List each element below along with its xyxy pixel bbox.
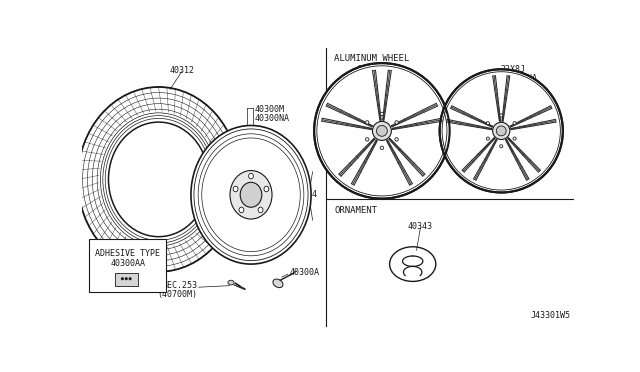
Text: 40300M: 40300M: [371, 74, 401, 83]
Polygon shape: [383, 70, 391, 120]
Polygon shape: [508, 138, 540, 172]
Circle shape: [365, 138, 369, 141]
Ellipse shape: [273, 279, 283, 288]
Text: (40700M): (40700M): [157, 290, 197, 299]
Circle shape: [440, 69, 563, 192]
Polygon shape: [389, 138, 425, 176]
Ellipse shape: [258, 207, 263, 213]
Polygon shape: [474, 139, 497, 180]
Ellipse shape: [230, 170, 272, 219]
Polygon shape: [462, 138, 495, 172]
Text: 40343: 40343: [408, 222, 433, 231]
Circle shape: [125, 277, 128, 280]
Circle shape: [513, 122, 516, 125]
Text: J43301W5: J43301W5: [531, 311, 570, 320]
FancyBboxPatch shape: [115, 273, 138, 286]
Circle shape: [395, 138, 398, 141]
Text: ORNAMENT: ORNAMENT: [334, 206, 377, 215]
Polygon shape: [502, 76, 510, 121]
Polygon shape: [447, 119, 492, 130]
Ellipse shape: [191, 125, 311, 264]
Polygon shape: [387, 140, 412, 185]
Ellipse shape: [264, 186, 269, 192]
Polygon shape: [392, 103, 438, 127]
Ellipse shape: [239, 207, 244, 213]
Circle shape: [372, 121, 392, 140]
Text: 40300HA: 40300HA: [503, 74, 538, 83]
Circle shape: [380, 112, 383, 116]
Polygon shape: [392, 118, 442, 129]
Circle shape: [513, 137, 516, 140]
Text: SEC.253: SEC.253: [162, 281, 197, 290]
Circle shape: [500, 114, 503, 117]
Text: 40300M: 40300M: [255, 105, 285, 114]
Ellipse shape: [248, 173, 253, 179]
Circle shape: [129, 277, 132, 280]
Text: 40300A: 40300A: [289, 268, 319, 277]
Text: 20X8J: 20X8J: [358, 65, 383, 74]
Polygon shape: [372, 70, 381, 120]
Circle shape: [380, 146, 383, 150]
Circle shape: [497, 126, 506, 136]
Polygon shape: [351, 140, 378, 185]
Ellipse shape: [240, 182, 262, 207]
Ellipse shape: [228, 280, 234, 285]
Text: 22X8J: 22X8J: [500, 65, 525, 74]
Polygon shape: [326, 103, 372, 127]
Circle shape: [486, 122, 490, 125]
Polygon shape: [510, 106, 552, 127]
Circle shape: [376, 125, 387, 136]
Text: 40224: 40224: [292, 190, 317, 199]
FancyBboxPatch shape: [90, 240, 166, 292]
Polygon shape: [322, 118, 371, 129]
Text: ALUMINUM WHEEL: ALUMINUM WHEEL: [334, 54, 410, 63]
Polygon shape: [339, 138, 375, 176]
Circle shape: [365, 121, 369, 124]
Polygon shape: [451, 106, 493, 127]
Polygon shape: [506, 139, 529, 180]
Ellipse shape: [233, 186, 238, 192]
Text: 40300NA: 40300NA: [255, 114, 290, 123]
Circle shape: [486, 137, 490, 140]
Text: 40300AA: 40300AA: [110, 260, 145, 269]
Polygon shape: [493, 76, 500, 121]
Circle shape: [500, 145, 503, 148]
Text: ADHESIVE TYPE: ADHESIVE TYPE: [95, 249, 160, 258]
Polygon shape: [511, 119, 556, 130]
Text: 40312: 40312: [169, 66, 194, 75]
Circle shape: [121, 277, 124, 280]
Circle shape: [314, 63, 450, 199]
Circle shape: [493, 122, 510, 140]
Circle shape: [395, 121, 398, 124]
